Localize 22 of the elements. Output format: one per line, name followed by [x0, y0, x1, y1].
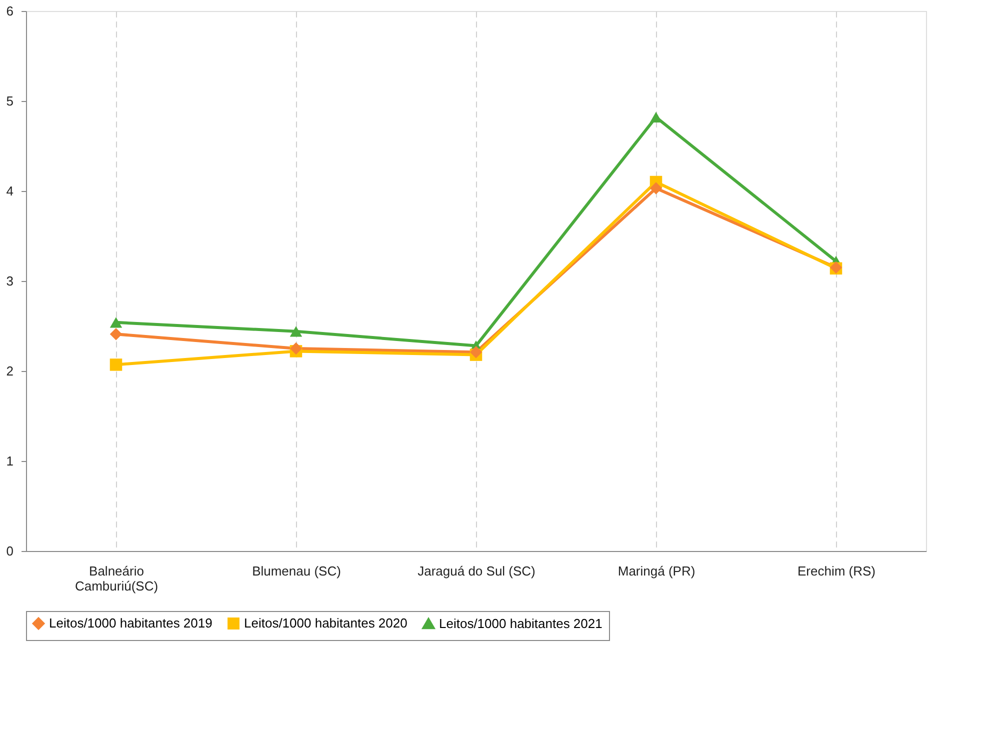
- y-tick-label: 3: [6, 274, 14, 288]
- y-tick-label: 0: [6, 544, 14, 558]
- point: [290, 342, 302, 355]
- y-tick-label: 5: [6, 94, 14, 108]
- x-tick-label: Maringá (PR): [618, 564, 696, 578]
- y-tick-label: 1: [6, 454, 14, 468]
- point: [650, 182, 662, 194]
- legend-label: Leitos/1000 habitantes 2019: [49, 616, 212, 631]
- point: [110, 358, 122, 371]
- y-tick-label: 6: [6, 4, 14, 18]
- point: [470, 346, 482, 358]
- point: [290, 326, 302, 337]
- y-tick-label: 2: [6, 364, 14, 378]
- x-tick-label: Erechim (RS): [797, 564, 876, 578]
- legend-label: Leitos/1000 habitantes 2021: [439, 616, 602, 631]
- y-tick-label: 4: [6, 184, 14, 198]
- point: [110, 328, 122, 340]
- x-tick-label: Jaraguá do Sul (SC): [418, 564, 536, 578]
- point: [110, 317, 122, 328]
- x-tick-label: Balneário Camburiú(SC): [74, 564, 158, 594]
- legend-label: Leitos/1000 habitantes 2020: [244, 616, 408, 631]
- x-tick-label: Blumenau (SC): [252, 564, 341, 578]
